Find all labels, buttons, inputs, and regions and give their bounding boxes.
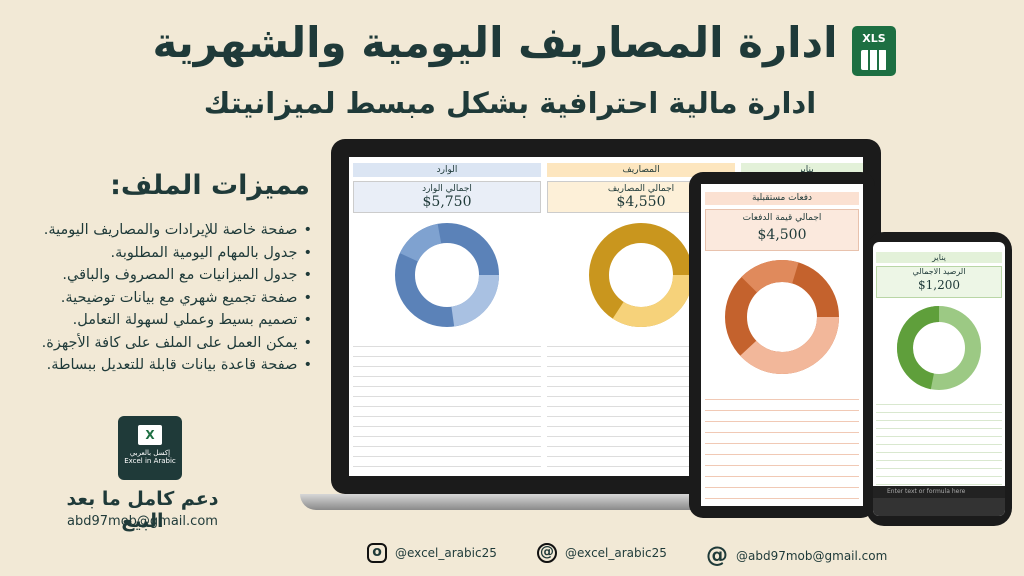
feature-item: جدول بالمهام اليومية المطلوبة. xyxy=(0,245,312,268)
donut-ring xyxy=(725,260,839,374)
panel-header: المصاريف xyxy=(547,163,735,177)
formula-bar: Enter text or formula here xyxy=(873,486,1005,498)
xls-label: XLS xyxy=(862,32,886,45)
support-text: دعم كامل ما بعد البيع xyxy=(66,488,219,532)
phone-screen: يناير الرصيد الاجمالي $1,200 Enter text o… xyxy=(873,242,1005,516)
instagram-icon: o xyxy=(367,543,387,563)
grid-glyph xyxy=(861,50,887,70)
total-label: اجمالي قيمة الدفعات xyxy=(742,213,822,223)
xls-icon: XLS xyxy=(852,26,896,76)
threads-icon: @ xyxy=(537,543,557,563)
feature-item: تصميم بسيط وعملي لسهولة التعامل. xyxy=(0,312,312,335)
subtitle: ادارة مالية احترافية بشكل مبسط لميزانيتك xyxy=(203,86,817,120)
tablet-screen: دفعات مستقبلية اجمالي قيمة الدفعات $4,500 xyxy=(701,184,863,506)
donut xyxy=(725,260,839,374)
panel-header: الوارد xyxy=(353,163,541,177)
features-heading: مميزات الملف: xyxy=(110,170,310,201)
logo: X إكسل بالعربي Excel in Arabic xyxy=(118,416,182,480)
income-panel: الوارد اجمالي الوارد $5,750 xyxy=(353,163,541,336)
total-label: اجمالي الوارد xyxy=(422,184,472,194)
total-box: اجمالي قيمة الدفعات $4,500 xyxy=(705,209,859,251)
total-value: $4,550 xyxy=(616,194,666,210)
social-item: @ @abd97mob@gmail.com xyxy=(706,543,887,568)
total-box: اجمالي الوارد $5,750 xyxy=(353,181,541,213)
logo-line: إكسل بالعربي xyxy=(129,449,171,457)
total-box: الرصيد الاجمالي $1,200 xyxy=(876,266,1002,298)
logo-glyph: X xyxy=(138,425,162,445)
features-list: صفحة خاصة للإيرادات والمصاريف اليومية.جد… xyxy=(0,222,312,380)
feature-item: صفحة قاعدة بيانات قابلة للتعديل ببساطة. xyxy=(0,357,312,380)
total-label: اجمالي المصاريف xyxy=(607,184,675,194)
donut-ring xyxy=(725,260,839,374)
social-handle: @excel_arabic25 xyxy=(395,546,497,560)
total-value: $4,500 xyxy=(757,227,807,243)
social-item: @ @excel_arabic25 xyxy=(537,543,667,563)
at-icon: @ xyxy=(706,543,728,568)
income-table xyxy=(353,337,541,472)
tablet: دفعات مستقبلية اجمالي قيمة الدفعات $4,500 xyxy=(689,172,875,518)
total-value: $1,200 xyxy=(918,278,960,292)
feature-item: صفحة تجميع شهري مع بيانات توضيحية. xyxy=(0,290,312,313)
total-value: $5,750 xyxy=(422,194,472,210)
phone: يناير الرصيد الاجمالي $1,200 Enter text o… xyxy=(866,232,1012,526)
budget-table xyxy=(876,397,1002,497)
donut-ring xyxy=(897,306,981,390)
social-item: o @excel_arabic25 xyxy=(367,543,497,563)
logo-line: Excel in Arabic xyxy=(124,457,176,465)
feature-item: جدول الميزانيات مع المصروف والباقي. xyxy=(0,267,312,290)
social-handle: @excel_arabic25 xyxy=(565,546,667,560)
payments-table xyxy=(705,389,859,501)
title: ادارة المصاريف اليومية والشهرية xyxy=(152,18,838,67)
feature-item: يمكن العمل على الملف على كافة الأجهزة. xyxy=(0,335,312,358)
phone-toolbar xyxy=(873,498,1005,516)
total-label: الرصيد الاجمالي xyxy=(912,267,966,276)
donut xyxy=(589,223,693,327)
donut xyxy=(897,306,981,390)
donut-ring xyxy=(589,223,693,327)
tablet-header: دفعات مستقبلية xyxy=(705,192,859,205)
month-label: يناير xyxy=(876,252,1002,263)
support-email: abd97mob@gmail.com xyxy=(67,514,218,529)
donut xyxy=(395,223,499,327)
social-handle: @abd97mob@gmail.com xyxy=(736,548,888,563)
donut-ring xyxy=(395,223,499,327)
feature-item: صفحة خاصة للإيرادات والمصاريف اليومية. xyxy=(0,222,312,245)
